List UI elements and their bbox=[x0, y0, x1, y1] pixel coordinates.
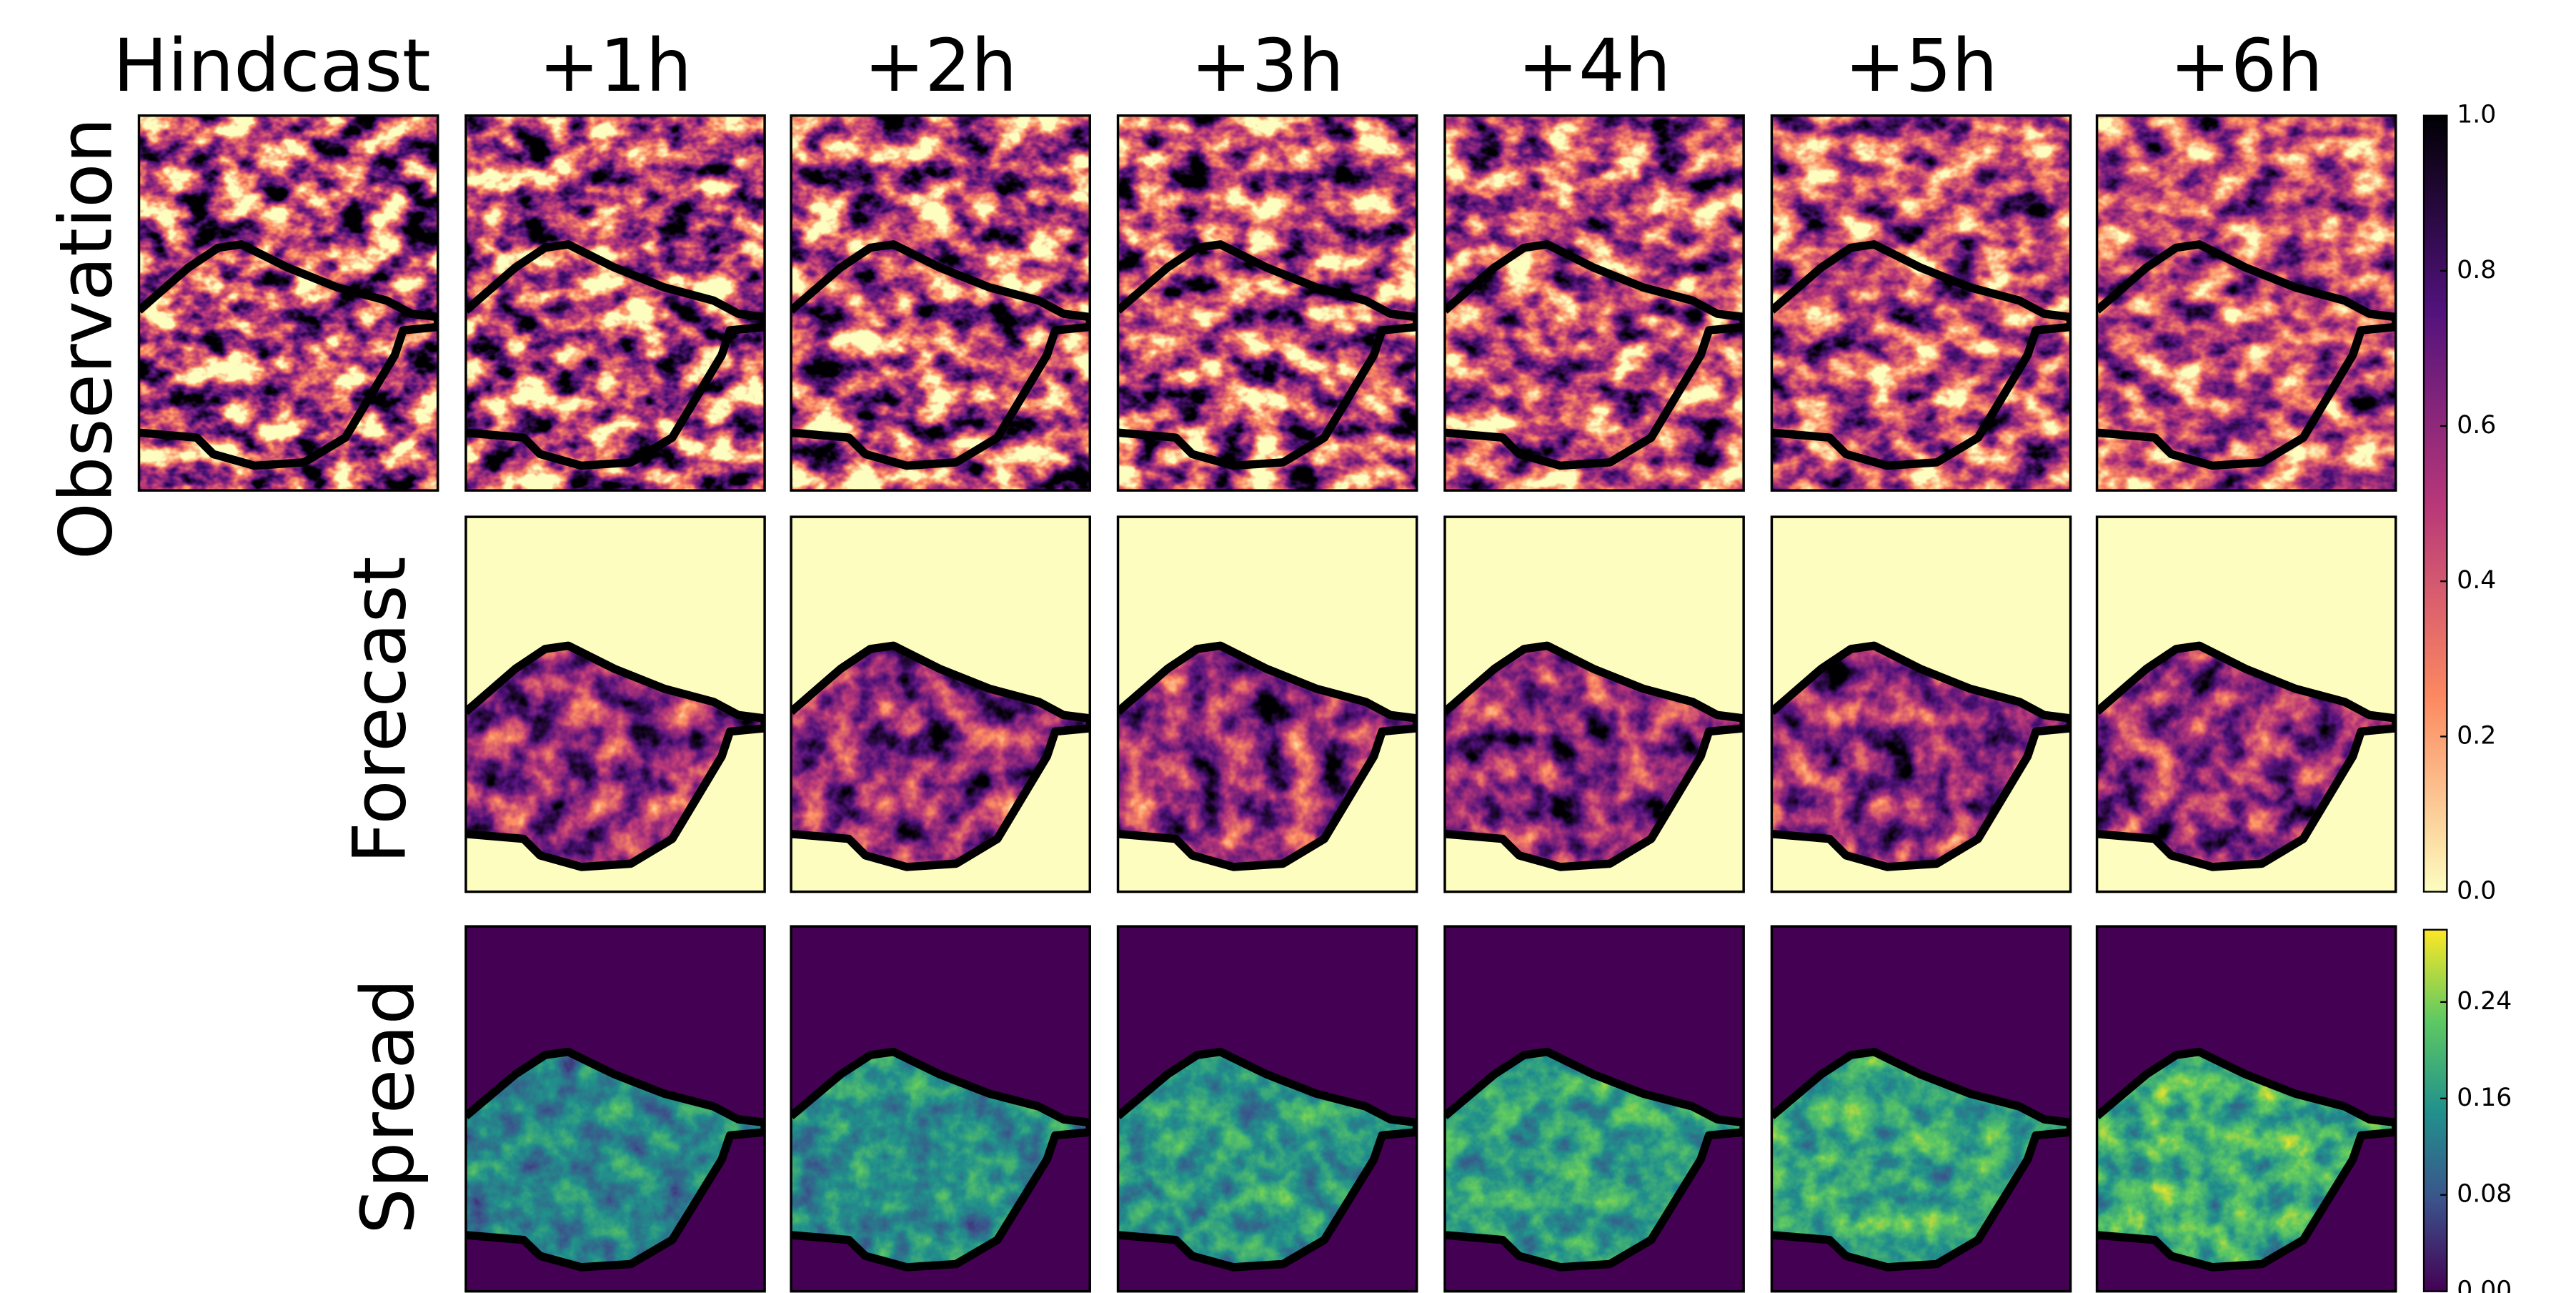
figure: Hindcast +1h +2h +3h +4h +5h +6h Observation For… bbox=[0, 0, 2576, 1293]
panel-content bbox=[2097, 926, 2396, 1292]
heatmap-panel bbox=[1771, 116, 2070, 490]
colorbar-tick-label: 0.6 bbox=[2457, 411, 2496, 440]
colorbar bbox=[2424, 930, 2447, 1292]
heatmap-panel bbox=[139, 116, 438, 490]
panel-content bbox=[466, 517, 765, 891]
row-title: Forecast bbox=[338, 556, 422, 863]
heatmap-panel bbox=[791, 517, 1090, 891]
panel-content bbox=[1771, 926, 2070, 1292]
column-title: +6h bbox=[2170, 24, 2323, 108]
panel-content bbox=[791, 517, 1090, 891]
panel-content bbox=[466, 116, 765, 490]
heatmap-panel bbox=[791, 116, 1090, 490]
colorbar-tick-label: 0.8 bbox=[2457, 256, 2496, 284]
page: {"chart_data": {"type": "heatmap", "colu… bbox=[0, 0, 2576, 1293]
heatmap-panel bbox=[2097, 116, 2396, 490]
panel-content bbox=[1445, 517, 1744, 891]
colorbar bbox=[2424, 116, 2447, 892]
heatmap-panel bbox=[1118, 926, 1417, 1292]
heatmap-panel bbox=[1118, 517, 1417, 891]
heatmap-panel bbox=[791, 926, 1090, 1292]
heatmap-panel bbox=[466, 517, 765, 891]
panel-content bbox=[1445, 116, 1744, 490]
column-title: +3h bbox=[1190, 24, 1343, 108]
panel-content bbox=[791, 116, 1090, 490]
heatmap-panel bbox=[2097, 517, 2396, 891]
colorbar-tick-label: 0.0 bbox=[2457, 877, 2496, 906]
column-title: +1h bbox=[539, 24, 692, 108]
row-title: Observation bbox=[44, 117, 128, 560]
row-title: Spread bbox=[346, 979, 430, 1234]
panel-content bbox=[1771, 116, 2070, 490]
heatmap-panel bbox=[1445, 116, 1744, 490]
panel-content bbox=[139, 116, 438, 490]
colorbar-tick-label: 1.0 bbox=[2457, 101, 2496, 129]
heatmap-panel bbox=[1771, 926, 2070, 1292]
column-title: +4h bbox=[1518, 24, 1671, 108]
panel-content bbox=[2097, 116, 2396, 490]
panel-content bbox=[1771, 517, 2070, 891]
heatmap-panel bbox=[2097, 926, 2396, 1292]
colorbar-tick-label: 0.08 bbox=[2457, 1180, 2512, 1209]
panel-content bbox=[1118, 116, 1417, 490]
colorbar-tick-label: 0.2 bbox=[2457, 721, 2496, 750]
panel-content bbox=[791, 926, 1090, 1292]
panel-content bbox=[466, 926, 765, 1292]
heatmap-panel bbox=[1445, 517, 1744, 891]
heatmap-panel bbox=[1771, 517, 2070, 891]
colorbar-tick-label: 0.24 bbox=[2457, 987, 2512, 1016]
heatmap-panel bbox=[1118, 116, 1417, 490]
colorbar-tick-label: 0.4 bbox=[2457, 566, 2496, 595]
column-title: +5h bbox=[1844, 24, 1997, 108]
panel-content bbox=[1445, 926, 1744, 1292]
panel-content bbox=[1118, 926, 1417, 1292]
heatmap-panel bbox=[466, 116, 765, 490]
colorbar-tick-label: 0.00 bbox=[2457, 1277, 2512, 1293]
panel-content bbox=[2097, 517, 2396, 891]
column-title: +2h bbox=[864, 24, 1017, 108]
heatmap-panel bbox=[466, 926, 765, 1292]
heatmap-panel bbox=[1445, 926, 1744, 1292]
panel-content bbox=[1118, 517, 1417, 891]
column-title: Hindcast bbox=[113, 24, 431, 108]
colorbar-tick-label: 0.16 bbox=[2457, 1084, 2512, 1112]
